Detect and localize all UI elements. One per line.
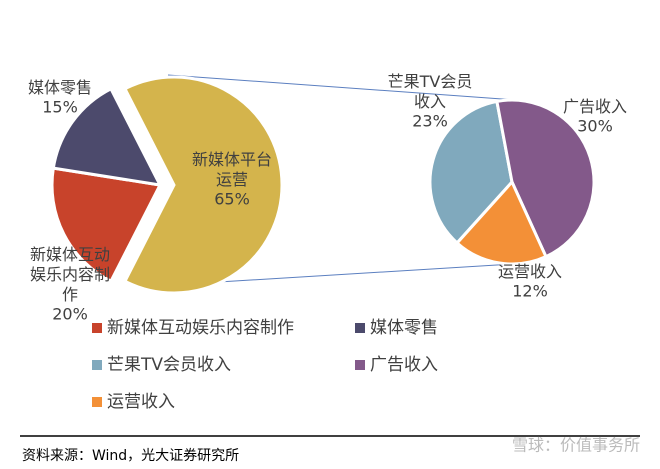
connector [169, 263, 515, 286]
legend-swatch [92, 360, 102, 370]
pie-slice [455, 179, 548, 266]
legend-label: 媒体零售 [370, 318, 438, 338]
legend-label: 芒果TV会员收入 [107, 355, 231, 375]
slice-value-label: 15% [42, 98, 78, 117]
slice-label: 广告收入 [563, 97, 627, 116]
slice-value-label: 23% [412, 112, 448, 131]
legend-label: 运营收入 [107, 392, 175, 412]
slice-label: 新媒体平台运营 [192, 150, 272, 189]
slice-value-label: 65% [214, 190, 250, 209]
legend-label: 新媒体互动娱乐内容制作 [107, 318, 294, 338]
legend-label: 广告收入 [370, 355, 438, 375]
pie-slice [122, 75, 284, 295]
legend-swatch [355, 360, 365, 370]
slice-label: 运营收入 [498, 262, 562, 281]
pie-slice [50, 166, 163, 284]
legend-swatch [92, 397, 102, 407]
pie-slice [495, 98, 596, 259]
legend-swatch [92, 323, 102, 333]
watermark: 雪球：价值事务所 [512, 436, 640, 455]
pie-slice [51, 86, 163, 187]
slice-value-label: 20% [52, 305, 88, 324]
slice-value-label: 12% [512, 282, 548, 301]
source-note: 资料来源：Wind，光大证券研究所 [22, 448, 239, 464]
slice-label: 新媒体互动娱乐内容制作 [30, 245, 110, 304]
pie-slice [428, 99, 514, 246]
connector [167, 74, 517, 101]
legend-swatch [355, 323, 365, 333]
slice-value-label: 30% [577, 117, 613, 136]
slice-label: 芒果TV会员收入 [388, 72, 473, 111]
slice-label: 媒体零售 [28, 78, 92, 97]
